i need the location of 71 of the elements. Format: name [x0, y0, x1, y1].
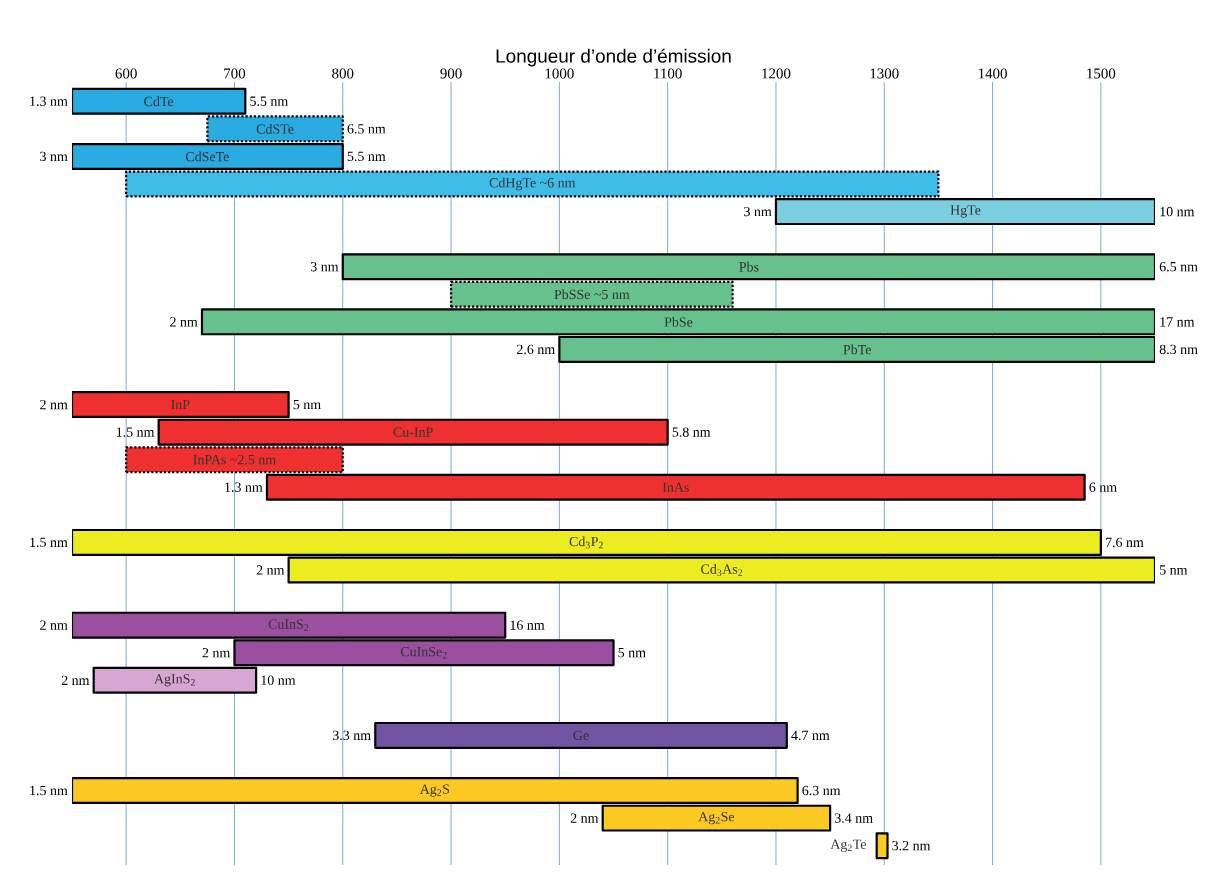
y-tick-label: AgInS$_{2}$ — [154, 674, 195, 687]
annotation: 5.5 nm — [347, 151, 386, 162]
annotation: 7.6 nm — [1105, 537, 1144, 548]
y-tick-label: CdHgTe ~6 nm — [489, 177, 576, 191]
annotation: 2 nm — [256, 565, 285, 575]
y-tick-label: Ag$_{2}$Te — [830, 839, 866, 852]
annotation: 3.4 nm — [834, 813, 873, 823]
annotation: 1.5 nm — [116, 427, 155, 437]
annotation: 1.3 nm — [30, 96, 68, 106]
annotation: 5.5 nm — [250, 96, 289, 106]
annotation: 1.3 nm — [225, 482, 263, 492]
annotation: 2 nm — [40, 399, 68, 410]
x-tick-label: 1300 — [870, 68, 899, 79]
x-tick-label: 600 — [115, 68, 137, 79]
annotation: 6.5 nm — [1159, 261, 1198, 272]
y-tick-label: Ag$_{2}$S — [419, 784, 450, 797]
y-tick-label: Cu-InP — [393, 427, 433, 437]
annotation: 4.7 nm — [791, 730, 830, 741]
annotation: 3.3 nm — [332, 730, 371, 741]
annotation: 2 nm — [202, 648, 231, 658]
y-tick-label: PbSe — [664, 316, 693, 327]
x-tick-label: 1000 — [545, 68, 574, 79]
y-tick-label: CuInSe$_{2}$ — [400, 647, 447, 659]
y-tick-label: InAs — [662, 482, 689, 492]
y-tick-label: Pbs — [739, 261, 759, 272]
annotation: 2 nm — [61, 675, 90, 685]
annotation: 6.5 nm — [347, 124, 386, 134]
y-tick-label: Cd$_{3}$P$_{2}$ — [569, 536, 603, 549]
annotation: 6.3 nm — [802, 785, 841, 796]
annotation: 5 nm — [1160, 565, 1188, 575]
annotation: 5 nm — [293, 399, 321, 410]
annotation: 16 nm — [510, 620, 545, 630]
y-tick-label: PbTe — [843, 344, 871, 355]
annotation: 1.5 nm — [30, 785, 68, 796]
annotation: 10 nm — [1160, 206, 1195, 217]
annotation: 3 nm — [40, 151, 68, 162]
x-tick-label: 1500 — [1087, 68, 1116, 79]
x-tick-label: 800 — [332, 68, 354, 79]
y-tick-label: Ag$_{2}$Se — [698, 811, 735, 825]
annotation: 3.2 nm — [892, 840, 931, 851]
y-tick-label: CdTe — [144, 96, 174, 107]
y-tick-label: CuInS$_{2}$ — [268, 619, 309, 631]
y-tick-label: InPAs ~2.5 nm — [193, 454, 276, 465]
x-tick-label: 1100 — [654, 68, 682, 79]
x-tick-label: 1400 — [978, 68, 1007, 79]
y-tick-label: PbSSe ~5 nm — [554, 289, 630, 300]
y-tick-label: Ge — [573, 730, 589, 741]
annotation: 2.6 nm — [517, 344, 555, 355]
annotation: 2 nm — [170, 317, 198, 327]
annotation: 3 nm — [744, 206, 772, 217]
y-tick-label: InP — [171, 399, 190, 410]
chart-title: Longueur d’onde d’émission — [496, 48, 731, 67]
annotation: 3 nm — [310, 262, 339, 272]
annotation: 17 nm — [1160, 317, 1195, 327]
annotation: 8.3 nm — [1159, 344, 1198, 355]
bar — [374, 721, 788, 749]
x-tick-label: 700 — [224, 68, 246, 79]
y-tick-label: Cd$_{3}$As$_{2}$ — [701, 564, 743, 576]
x-tick-label: 1200 — [762, 68, 791, 79]
annotation: 2 nm — [40, 620, 68, 630]
bar — [875, 832, 889, 860]
annotation: 1.5 nm — [30, 537, 68, 548]
y-tick-label: HgTe — [950, 205, 981, 218]
annotation: 10 nm — [261, 675, 296, 685]
x-tick-label: 900 — [440, 68, 462, 79]
annotation: 2 nm — [570, 813, 599, 823]
annotation: 6 nm — [1089, 482, 1117, 492]
y-tick-label: CdSTe — [256, 123, 294, 134]
annotation: 5.8 nm — [672, 427, 711, 437]
y-tick-label: CdSeTe — [185, 151, 229, 162]
annotation: 5 nm — [618, 648, 646, 658]
